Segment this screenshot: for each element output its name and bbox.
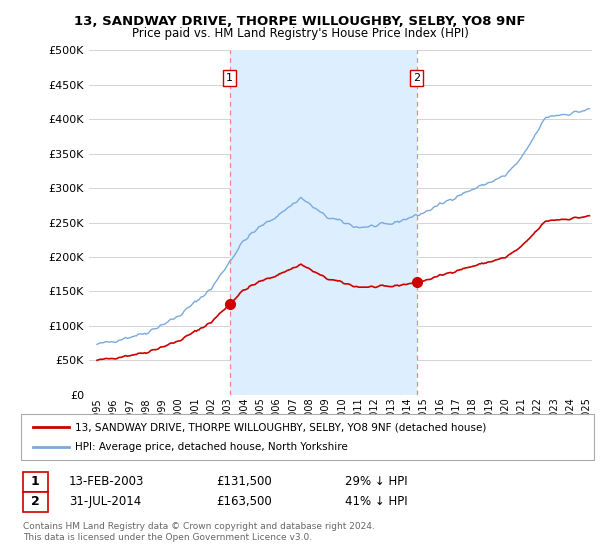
Text: 2: 2 <box>31 495 40 508</box>
Text: 13, SANDWAY DRIVE, THORPE WILLOUGHBY, SELBY, YO8 9NF: 13, SANDWAY DRIVE, THORPE WILLOUGHBY, SE… <box>74 15 526 27</box>
Text: 31-JUL-2014: 31-JUL-2014 <box>69 495 141 508</box>
Text: HPI: Average price, detached house, North Yorkshire: HPI: Average price, detached house, Nort… <box>75 442 348 452</box>
Text: 1: 1 <box>31 475 40 488</box>
Bar <box>230 50 416 395</box>
Text: This data is licensed under the Open Government Licence v3.0.: This data is licensed under the Open Gov… <box>23 533 312 542</box>
Text: 1: 1 <box>226 73 233 83</box>
Text: Contains HM Land Registry data © Crown copyright and database right 2024.: Contains HM Land Registry data © Crown c… <box>23 522 374 531</box>
Text: 2: 2 <box>413 73 420 83</box>
Text: £163,500: £163,500 <box>216 495 272 508</box>
Text: £131,500: £131,500 <box>216 475 272 488</box>
Text: 13-FEB-2003: 13-FEB-2003 <box>69 475 145 488</box>
Text: 13, SANDWAY DRIVE, THORPE WILLOUGHBY, SELBY, YO8 9NF (detached house): 13, SANDWAY DRIVE, THORPE WILLOUGHBY, SE… <box>75 422 487 432</box>
Text: 41% ↓ HPI: 41% ↓ HPI <box>345 495 407 508</box>
Text: Price paid vs. HM Land Registry's House Price Index (HPI): Price paid vs. HM Land Registry's House … <box>131 27 469 40</box>
Text: 29% ↓ HPI: 29% ↓ HPI <box>345 475 407 488</box>
